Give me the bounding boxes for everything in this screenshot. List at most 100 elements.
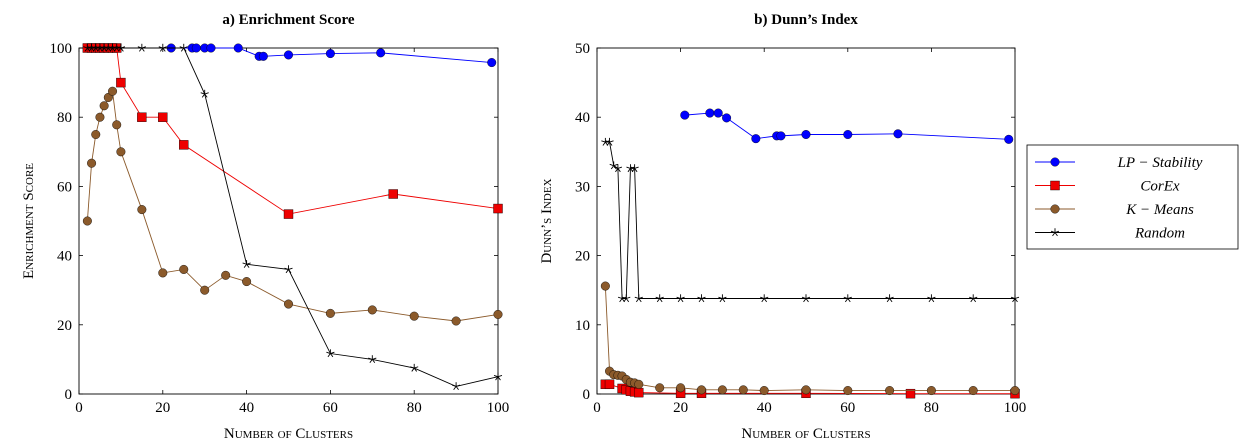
data-point-random [676, 294, 685, 303]
data-point-random [760, 294, 769, 303]
plot-frame [78, 47, 499, 395]
data-point-random [885, 294, 894, 303]
y-tick-label: 100 [50, 41, 73, 57]
data-point-lp-stability [1004, 134, 1014, 144]
data-point-lp-stability [233, 43, 243, 53]
data-point-corex [158, 112, 168, 122]
series-k-means [82, 86, 503, 326]
data-point-random [410, 363, 419, 372]
data-point-random [626, 164, 635, 173]
data-point-k-means [158, 268, 168, 278]
data-point-lp-stability [713, 108, 723, 118]
data-point-k-means [325, 308, 335, 318]
data-point-lp-stability [893, 129, 903, 139]
data-point-lp-stability [722, 113, 732, 123]
data-point-k-means [221, 270, 231, 280]
data-point-k-means [717, 385, 727, 395]
legend-entry-corex: CorEx [1035, 179, 1180, 195]
data-point-lp-stability [325, 49, 335, 59]
series-lp-stability [680, 108, 1014, 144]
dunns-index-chart: b) Dunn’s Index 0 20 40 60 80 100 0 10 20 30 40 50 Nu… [539, 12, 1026, 442]
data-point-random [137, 43, 146, 52]
data-point-lp-stability [680, 110, 690, 120]
data-point-random [630, 164, 639, 173]
data-point-k-means [968, 386, 978, 396]
legend-marker [1050, 228, 1060, 237]
x-axis-label: Number of Clusters [224, 426, 353, 442]
x-tick-label: 0 [75, 400, 83, 416]
data-point-random [451, 382, 461, 391]
data-point-corex [283, 209, 294, 219]
x-tick-label: 100 [1004, 400, 1027, 416]
series-random [601, 137, 1020, 303]
x-tick-label: 20 [673, 400, 688, 416]
series-line-corex [87, 47, 499, 215]
data-point-k-means [367, 305, 377, 315]
data-point-k-means [284, 299, 294, 309]
series-corex [82, 43, 503, 219]
y-tick-label: 0 [65, 387, 73, 403]
data-point-lp-stability [258, 51, 268, 61]
data-point-random [326, 349, 335, 358]
data-point-corex [493, 203, 503, 214]
y-axis-label: Enrichment Score [21, 163, 37, 279]
y-tick-label: 30 [575, 179, 590, 195]
data-point-random [87, 43, 96, 52]
plot-frame [596, 47, 1016, 395]
data-point-k-means [116, 147, 126, 157]
y-tick-label: 80 [57, 110, 72, 126]
data-point-k-means [137, 205, 147, 215]
data-point-k-means [200, 285, 210, 295]
data-point-k-means [926, 386, 936, 396]
data-point-k-means [179, 264, 189, 274]
data-point-k-means [801, 385, 811, 395]
data-point-k-means [95, 112, 105, 122]
data-point-k-means [409, 311, 419, 321]
legend-entry-random: Random [1035, 226, 1185, 242]
data-point-corex [905, 388, 916, 399]
legend: LP − Stability CorEx K − Means Random [1026, 144, 1239, 250]
data-point-random [91, 43, 100, 52]
data-point-k-means [738, 385, 748, 395]
data-point-k-means [103, 92, 113, 102]
legend-label: Random [1134, 226, 1185, 242]
data-point-k-means [451, 316, 461, 326]
data-point-lp-stability [843, 129, 853, 139]
legend-label: CorEx [1140, 179, 1180, 195]
x-tick-label: 60 [323, 400, 338, 416]
data-point-lp-stability [705, 108, 715, 118]
legend-entry-k-means: K − Means [1035, 202, 1194, 218]
data-point-k-means [634, 379, 644, 389]
data-point-random [200, 89, 209, 98]
data-point-random [242, 260, 251, 268]
data-point-k-means [87, 158, 97, 168]
data-point-k-means [108, 86, 118, 96]
data-point-random [179, 43, 188, 52]
x-tick-label: 20 [155, 400, 170, 416]
x-tick-label: 0 [593, 400, 601, 416]
data-point-random [1010, 294, 1020, 303]
data-point-random [843, 294, 852, 303]
data-point-random [368, 355, 377, 364]
legend-marker [1050, 157, 1060, 167]
legend-label: K − Means [1125, 202, 1194, 218]
y-tick-label: 40 [575, 110, 590, 126]
data-point-random [634, 294, 643, 303]
data-point-random [158, 43, 167, 52]
x-tick-label: 40 [757, 400, 772, 416]
data-point-random [605, 137, 614, 146]
data-point-random [284, 265, 293, 274]
data-point-random [116, 43, 126, 52]
data-point-k-means [759, 386, 769, 396]
legend-label: LP − Stability [1117, 155, 1203, 171]
x-tick-label: 80 [407, 400, 422, 416]
data-point-k-means [91, 129, 101, 139]
data-point-k-means [655, 383, 665, 393]
y-tick-label: 10 [575, 318, 590, 334]
data-point-random [718, 294, 727, 303]
chart-title: a) Enrichment Score [222, 12, 355, 28]
data-point-k-means [99, 101, 109, 111]
series-random [83, 43, 503, 391]
data-point-lp-stability [776, 131, 786, 141]
